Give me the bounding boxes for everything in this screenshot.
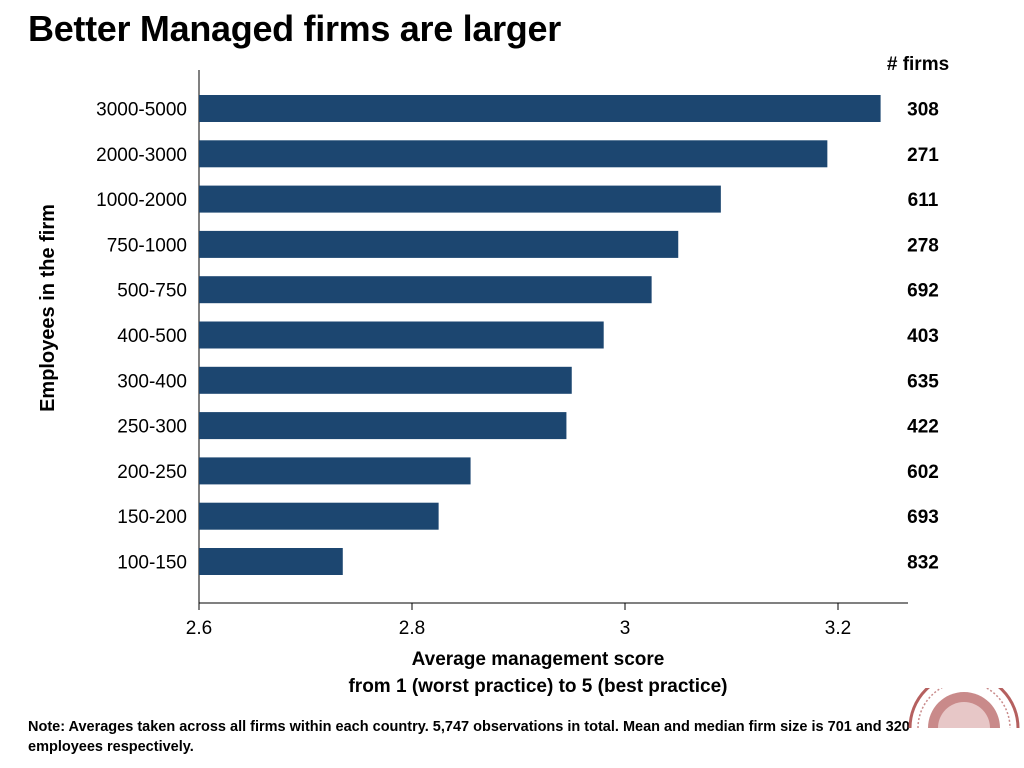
firm-count-label: 832 <box>907 553 939 574</box>
firm-count-label: 403 <box>907 326 939 347</box>
y-tick-label: 750-1000 <box>107 235 187 256</box>
bar <box>199 366 572 394</box>
x-axis-label: Average management score <box>412 649 665 670</box>
x-tick-label: 2.6 <box>186 618 212 639</box>
y-tick-label: 250-300 <box>117 417 187 438</box>
x-tick-label: 3 <box>620 618 631 639</box>
firm-count-label: 602 <box>907 462 939 483</box>
bar <box>199 412 567 440</box>
y-tick-label: 150-200 <box>117 507 187 528</box>
y-tick-label: 100-150 <box>117 553 187 574</box>
y-axis-label: Employees in the firm <box>37 204 59 412</box>
bar <box>199 321 604 349</box>
firm-count-label: 611 <box>908 190 939 211</box>
bar <box>199 140 828 168</box>
firm-count-label: 271 <box>907 145 939 166</box>
bar <box>199 548 343 575</box>
chart-title: Better Managed firms are larger <box>28 8 561 49</box>
firm-count-label: 692 <box>907 281 939 302</box>
y-tick-label: 3000-5000 <box>96 100 187 121</box>
y-tick-label: 300-400 <box>117 371 187 392</box>
chart-note: Note: Averages taken across all firms wi… <box>28 719 910 755</box>
bar <box>199 502 439 530</box>
x-axis-label-line2: from 1 (worst practice) to 5 (best pract… <box>348 676 727 697</box>
firm-count-label: 308 <box>907 100 939 121</box>
firm-count-label: 278 <box>907 235 939 256</box>
firm-count-label: 693 <box>907 507 939 528</box>
y-tick-label: 400-500 <box>117 326 187 347</box>
firm-count-label: 635 <box>907 371 939 392</box>
bar <box>199 185 721 213</box>
y-tick-label: 2000-3000 <box>96 145 187 166</box>
y-tick-label: 200-250 <box>117 462 187 483</box>
seal-logo-icon <box>908 688 1020 728</box>
firm-count-label: 422 <box>907 417 939 438</box>
bar <box>199 95 881 122</box>
firm-count-header: # firms <box>887 54 949 75</box>
y-tick-label: 1000-2000 <box>96 190 187 211</box>
y-tick-label: 500-750 <box>117 281 187 302</box>
bar-chart: 3000-5000 308 2000-3000 271 1000-2000 611 750-… <box>37 54 949 697</box>
x-tick-label: 3.2 <box>825 618 851 639</box>
bar <box>199 230 679 258</box>
bar <box>199 276 652 304</box>
x-tick-label: 2.8 <box>399 618 425 639</box>
bar <box>199 457 471 485</box>
